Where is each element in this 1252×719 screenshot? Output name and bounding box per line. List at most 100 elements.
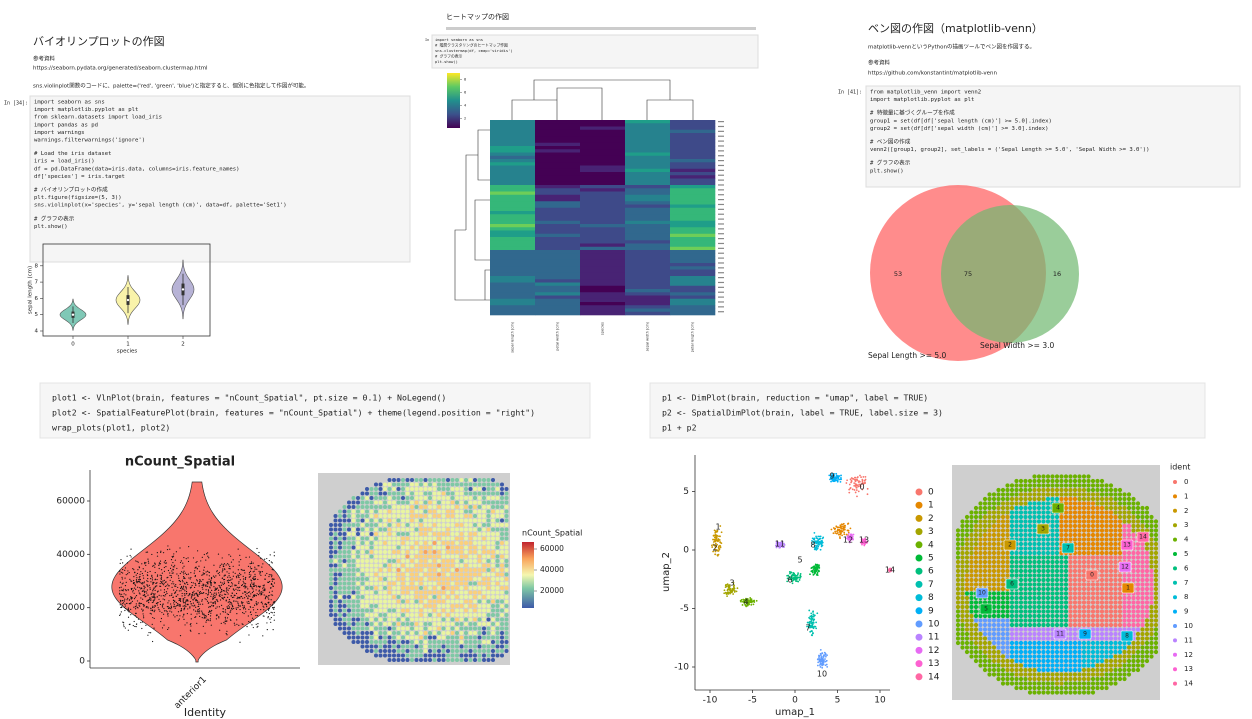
point <box>121 594 122 595</box>
spot <box>370 555 374 559</box>
spot <box>1005 591 1009 595</box>
spot <box>496 622 500 626</box>
spot <box>433 582 437 586</box>
umap-point <box>820 549 822 551</box>
spot <box>424 528 428 532</box>
spot <box>433 537 437 541</box>
point <box>164 599 165 600</box>
point <box>260 609 261 610</box>
spot <box>374 501 378 505</box>
point <box>123 602 124 603</box>
heatmap-cell <box>625 185 670 189</box>
spot <box>1005 663 1009 667</box>
spot <box>437 640 441 644</box>
spot <box>482 600 486 604</box>
point <box>144 581 145 582</box>
umap-point <box>848 533 850 535</box>
point <box>163 595 164 596</box>
point <box>150 581 151 582</box>
spot <box>352 546 356 550</box>
spot <box>352 550 356 554</box>
point <box>138 618 139 619</box>
point <box>161 578 162 579</box>
spot <box>992 668 996 672</box>
spot <box>455 613 459 617</box>
spot <box>505 613 509 617</box>
spot <box>379 573 383 577</box>
point <box>126 574 127 575</box>
heatmap-cell <box>670 234 715 238</box>
spot <box>379 487 383 491</box>
heatmap-cell <box>670 218 715 222</box>
code-line: # Load the iris dataset <box>34 151 111 157</box>
ref-label: 参考資料 <box>33 55 56 63</box>
umap-point <box>851 480 853 482</box>
spot <box>406 487 410 491</box>
spot <box>451 546 455 550</box>
spot <box>370 586 374 590</box>
spot <box>455 510 459 514</box>
heatmap-cell <box>670 149 715 153</box>
point <box>153 582 154 583</box>
spot <box>496 523 500 527</box>
point <box>212 599 213 600</box>
point <box>250 566 251 567</box>
point <box>242 593 243 594</box>
point <box>176 590 177 591</box>
spot <box>397 582 401 586</box>
spot <box>1001 681 1005 685</box>
umap-point <box>800 576 802 578</box>
spot <box>992 515 996 519</box>
heatmap-cell <box>670 292 715 296</box>
heatmap-cell <box>535 292 580 296</box>
spot <box>374 586 378 590</box>
point <box>165 594 166 595</box>
point <box>237 597 238 598</box>
spot <box>365 510 369 514</box>
point <box>190 624 191 625</box>
spot <box>442 546 446 550</box>
spot <box>392 618 396 622</box>
point <box>193 609 194 610</box>
spot <box>343 622 347 626</box>
spot <box>338 618 342 622</box>
umap-point <box>719 535 721 537</box>
spot <box>491 478 495 482</box>
spot <box>392 564 396 568</box>
spot <box>424 600 428 604</box>
spot <box>433 519 437 523</box>
spot <box>478 492 482 496</box>
spot <box>473 595 477 599</box>
point <box>228 564 229 565</box>
spot <box>397 487 401 491</box>
spot <box>437 546 441 550</box>
point <box>233 559 234 560</box>
point <box>203 570 204 571</box>
spot <box>1001 515 1005 519</box>
point <box>266 573 267 574</box>
heatmap-cell <box>580 292 625 296</box>
heatmap-cell <box>580 179 625 183</box>
spot <box>473 654 477 658</box>
spot <box>428 573 432 577</box>
spot <box>482 609 486 613</box>
heatmap-cell <box>625 136 670 140</box>
venn-count: 53 <box>894 270 902 278</box>
point <box>204 617 205 618</box>
point <box>164 567 165 568</box>
spot <box>352 627 356 631</box>
spot <box>491 483 495 487</box>
spot <box>960 636 964 640</box>
point <box>211 578 212 579</box>
point <box>169 595 170 596</box>
spot <box>996 506 1000 510</box>
spot <box>428 478 432 482</box>
spot <box>428 618 432 622</box>
point <box>143 575 144 576</box>
point <box>133 580 134 581</box>
point <box>187 600 188 601</box>
spot <box>437 564 441 568</box>
point <box>150 571 151 572</box>
point <box>158 590 159 591</box>
spot <box>401 555 405 559</box>
